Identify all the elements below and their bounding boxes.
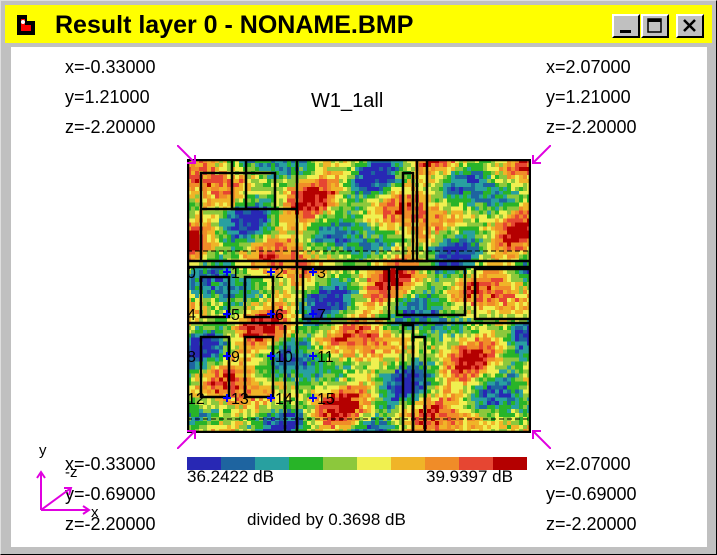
coord-x: x=2.07000 — [546, 57, 631, 77]
plot-area: x=-0.33000 y=1.21000 z=-2.20000 x=2.07000 y… — [11, 47, 707, 547]
point-cross-icon — [309, 268, 317, 276]
title-bar[interactable]: Result layer 0 - NONAME.BMP — [5, 5, 712, 43]
point-label: 8 — [187, 349, 196, 366]
axis-gizmo: y -z x — [31, 442, 111, 522]
coord-y: y=-0.69000 — [546, 484, 637, 504]
legend-swatch — [391, 457, 425, 470]
coord-z: z=-2.20000 — [65, 514, 156, 534]
point-label: 6 — [275, 307, 284, 324]
measurement-point[interactable]: 10 — [267, 349, 293, 366]
point-label: 9 — [231, 349, 240, 366]
maximize-button[interactable] — [641, 14, 669, 38]
legend-swatch — [187, 457, 221, 470]
plot-title: W1_1all — [311, 90, 384, 112]
coord-x: x=2.07000 — [546, 454, 631, 474]
point-label: 10 — [275, 349, 293, 366]
coord-y: y=-0.69000 — [65, 484, 156, 504]
measurement-point[interactable]: 9 — [223, 349, 240, 366]
point-cross-icon — [223, 394, 231, 402]
corner-marker-bottom-right — [532, 430, 551, 449]
measurement-point[interactable]: 1 — [223, 265, 240, 282]
point-label: 3 — [317, 265, 326, 282]
point-label: 1 — [231, 265, 240, 282]
point-cross-icon — [223, 352, 231, 360]
point-label: 14 — [275, 391, 293, 408]
measurement-point[interactable]: 11 — [309, 349, 334, 366]
coord-z: z=-2.20000 — [546, 514, 637, 534]
point-cross-icon — [267, 268, 275, 276]
coord-x: x=-0.33000 — [65, 57, 156, 77]
app-icon — [14, 12, 40, 38]
maximize-icon — [647, 18, 662, 33]
legend-swatch — [255, 457, 289, 470]
close-button[interactable] — [676, 14, 704, 38]
measurement-point[interactable]: 14 — [267, 391, 293, 408]
point-label: 7 — [317, 307, 326, 324]
legend-swatch — [459, 457, 493, 470]
point-cross-icon — [223, 310, 231, 318]
measurement-point[interactable]: 0 — [187, 265, 196, 282]
coord-z: z=-2.20000 — [546, 117, 637, 137]
legend-swatch — [493, 457, 527, 470]
point-label: 15 — [317, 391, 335, 408]
coord-top-right: x=2.07000 y=1.21000 z=-2.20000 — [546, 52, 637, 142]
point-cross-icon — [267, 352, 275, 360]
point-cross-icon — [267, 394, 275, 402]
coord-z: z=-2.20000 — [65, 117, 156, 137]
corner-marker-top-left — [177, 145, 196, 164]
measurement-point[interactable]: 6 — [267, 307, 284, 324]
point-label: 13 — [231, 391, 249, 408]
measurement-point[interactable]: 4 — [187, 307, 196, 324]
minimize-icon — [620, 30, 631, 33]
axis-y-label: y — [39, 442, 47, 459]
measurement-point[interactable]: 12 — [187, 391, 205, 408]
point-label: 0 — [187, 265, 196, 282]
corner-marker-bottom-left — [177, 430, 196, 449]
measurement-point[interactable]: 15 — [309, 391, 335, 408]
measurement-point[interactable]: 3 — [309, 265, 326, 282]
coord-y: y=1.21000 — [65, 87, 150, 107]
measurement-point[interactable]: 7 — [309, 307, 326, 324]
measurement-point[interactable]: 5 — [223, 307, 240, 324]
coord-x: x=-0.33000 — [65, 454, 156, 474]
point-cross-icon — [223, 268, 231, 276]
measurement-point[interactable]: 2 — [267, 265, 284, 282]
coord-bottom-right: x=2.07000 y=-0.69000 z=-2.20000 — [546, 449, 637, 539]
point-label: 4 — [187, 307, 196, 324]
point-cross-icon — [267, 310, 275, 318]
point-cross-icon — [309, 310, 317, 318]
legend-swatch — [323, 457, 357, 470]
point-cross-icon — [309, 352, 317, 360]
point-label: 11 — [317, 349, 334, 366]
coord-y: y=1.21000 — [546, 87, 631, 107]
legend-swatch — [425, 457, 459, 470]
legend-min: 36.2422 dB — [187, 467, 274, 486]
point-label: 5 — [231, 307, 240, 324]
heatmap-container[interactable]: 0 1 2 3 4 5 6 7 8 9 10 11 12 13 14 15 — [187, 159, 531, 433]
close-icon — [683, 19, 696, 32]
color-legend — [187, 457, 527, 470]
coord-top-left: x=-0.33000 y=1.21000 z=-2.20000 — [65, 52, 156, 142]
point-label: 2 — [275, 265, 284, 282]
legend-swatch — [357, 457, 391, 470]
measurement-point[interactable]: 13 — [223, 391, 249, 408]
axis-arrows-icon — [36, 470, 91, 515]
point-label: 12 — [187, 391, 205, 408]
coord-bottom-left: x=-0.33000 y=-0.69000 z=-2.20000 — [65, 449, 156, 539]
minimize-button[interactable] — [612, 14, 640, 38]
legend-swatch — [221, 457, 255, 470]
axis-z-label: -z — [65, 464, 78, 481]
legend-max: 39.9397 dB — [426, 467, 513, 486]
legend-swatch — [289, 457, 323, 470]
point-cross-icon — [309, 394, 317, 402]
window-title: Result layer 0 - NONAME.BMP — [55, 11, 414, 39]
measurement-point[interactable]: 8 — [187, 349, 196, 366]
axis-x-label: x — [91, 504, 99, 521]
legend-divided: divided by 0.3698 dB — [247, 510, 406, 529]
corner-marker-top-right — [532, 145, 551, 164]
